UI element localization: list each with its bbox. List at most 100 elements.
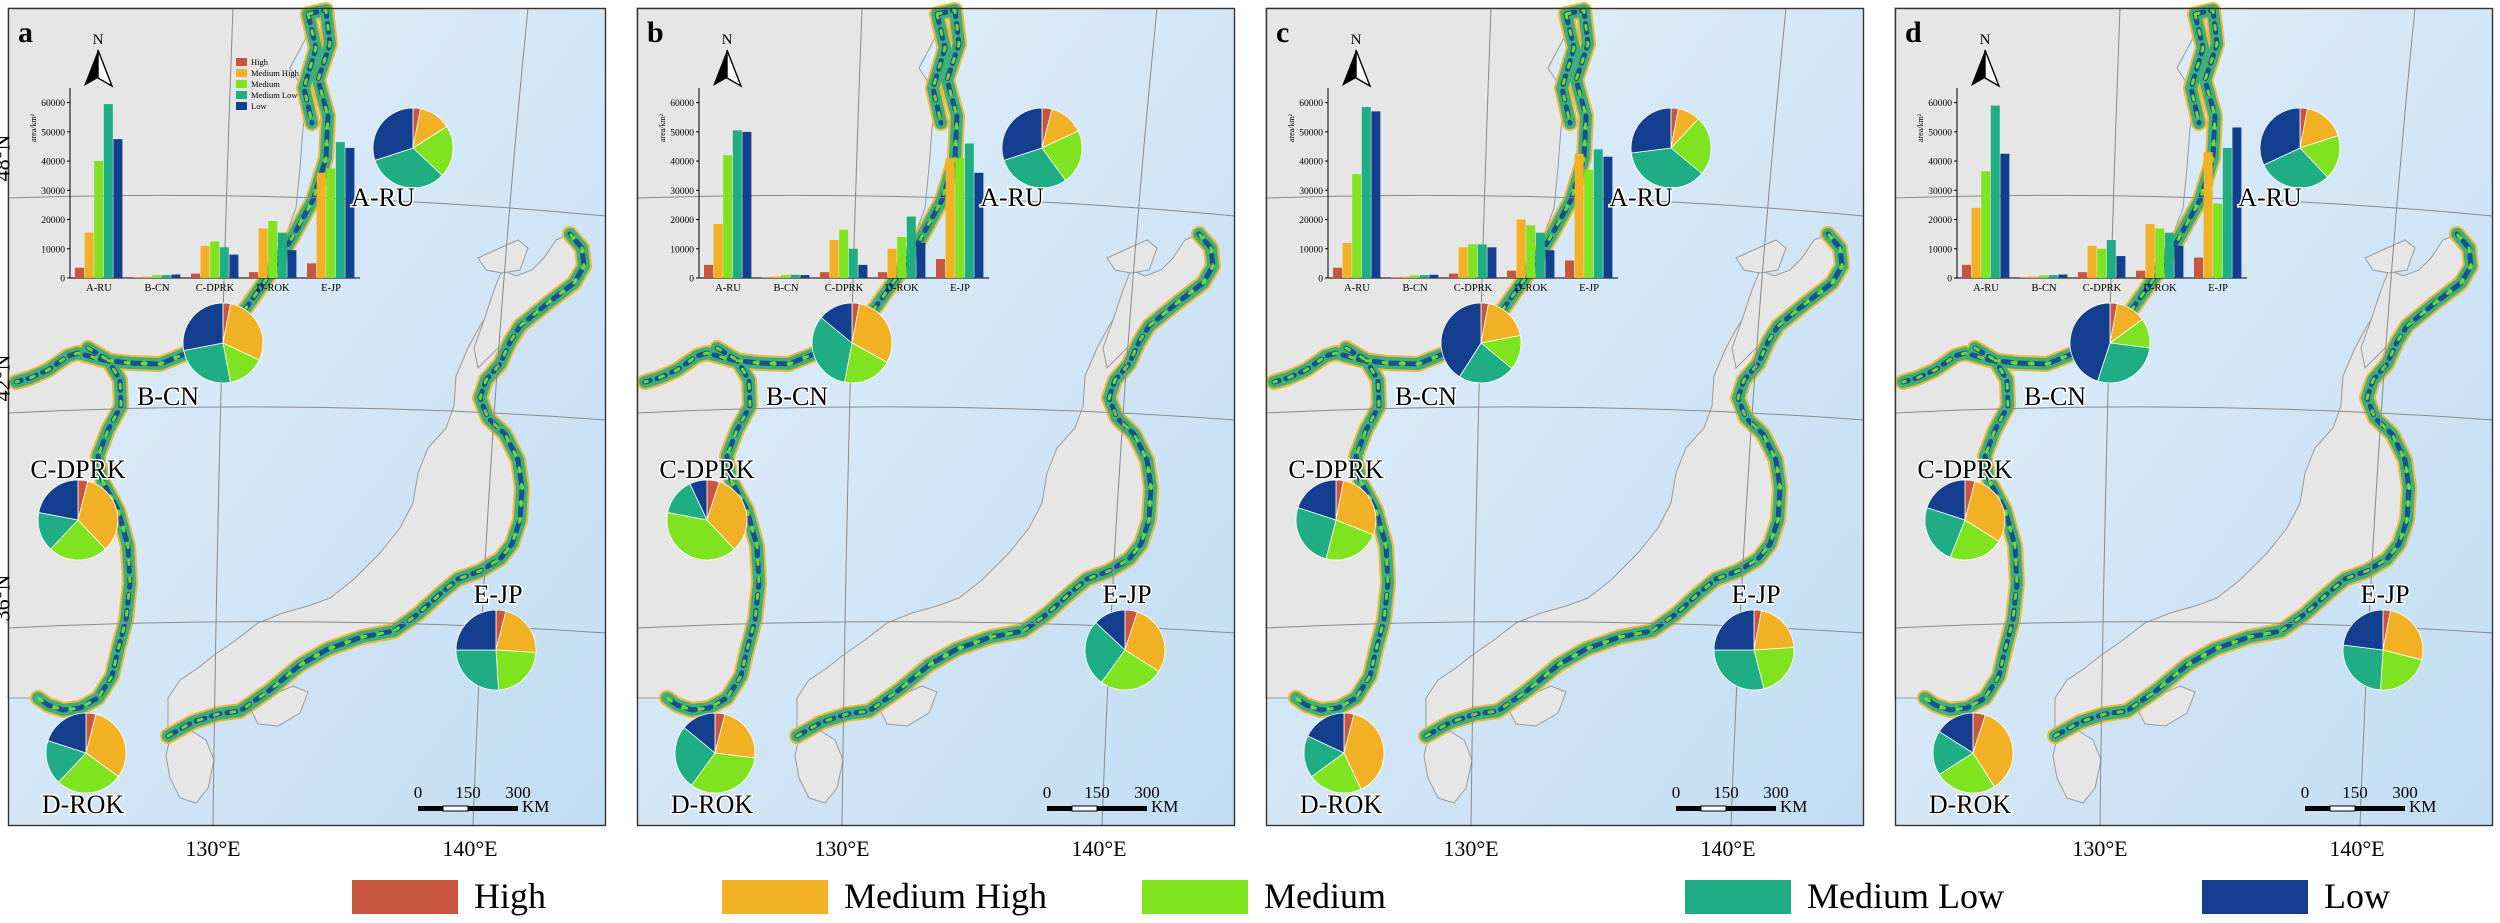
land-masses — [636, 7, 1216, 804]
north-arrow-icon: N — [1971, 32, 2001, 88]
pie-slice-medium — [412, 126, 454, 176]
scale-segment — [2355, 806, 2405, 811]
y-tick-label: 40000 — [41, 158, 65, 168]
bar-high — [191, 273, 200, 278]
bar-high — [1565, 260, 1574, 278]
y-tick-label: 50000 — [1299, 128, 1323, 138]
bar-medium-low — [1419, 275, 1429, 278]
land-mass — [2052, 729, 2102, 804]
bar-high — [2078, 272, 2087, 278]
pie-slice-low — [2342, 609, 2384, 651]
y-tick-label: 60000 — [1928, 99, 1952, 109]
pie-chart-a-ru — [1630, 107, 1712, 189]
inset-legend-label: High — [251, 57, 269, 67]
bar-low — [345, 147, 355, 278]
bar-low — [742, 131, 752, 278]
y-tick-label: 60000 — [670, 99, 694, 109]
legend-swatch-high — [352, 880, 458, 914]
pie-slice-medium-low — [1630, 147, 1703, 189]
longitude-line — [212, 7, 234, 827]
pie-slice-medium-low — [2097, 342, 2151, 384]
inset-legend-swatch-high — [236, 58, 247, 66]
scale-tick-label: 150 — [455, 783, 481, 802]
y-axis-label: area/km² — [658, 113, 667, 142]
north-label: N — [722, 32, 733, 48]
scale-unit: KM — [1151, 797, 1178, 816]
pie-slice-low — [1440, 302, 1482, 378]
bar-medium-high — [2087, 245, 2097, 278]
bar-high — [878, 272, 887, 278]
bar-medium-low — [906, 216, 916, 278]
y-tick-label: 30000 — [41, 187, 65, 197]
bar-medium-high — [2203, 152, 2213, 278]
pie-slice-low — [1713, 609, 1755, 651]
y-tick-label: 0 — [1947, 275, 1952, 285]
y-tick-label: 20000 — [1928, 216, 1952, 226]
bar-medium — [94, 161, 104, 278]
pie-slice-medium — [690, 752, 756, 794]
legend-label-low: Low — [2324, 876, 2390, 916]
map-panel-c: c 130°E 140°E N 0 10000 20000 30000 40000 50000 60… — [1265, 2, 1865, 861]
pie-slice-medium-high — [222, 303, 264, 361]
y-axis-label: area/km² — [1287, 113, 1296, 142]
bar-medium-high — [829, 240, 839, 278]
region-label: E-JP — [1102, 580, 1151, 609]
y-tick-label: 30000 — [670, 187, 694, 197]
pie-chart-e-jp — [2342, 609, 2424, 691]
bar-medium-high — [1400, 276, 1410, 278]
region-label: B-CN — [137, 382, 199, 411]
bar-medium-high — [200, 245, 210, 278]
bar-medium-high — [2145, 223, 2155, 278]
scale-tick-label: 150 — [2342, 783, 2368, 802]
inset-legend-swatch-medium — [236, 80, 247, 88]
pie-slice-low — [1938, 712, 1974, 754]
scale-tick-label: 0 — [1672, 783, 1681, 802]
scale-tick-label: 0 — [2301, 783, 2310, 802]
bar-high — [249, 272, 258, 278]
bar-low — [1545, 250, 1555, 278]
scale-unit: KM — [2409, 797, 2436, 816]
pie-chart-c-dprk — [666, 479, 748, 561]
bar-medium-low — [1361, 107, 1371, 278]
pie-slice-medium — [58, 752, 119, 794]
region-label: A-RU — [351, 183, 415, 212]
bar-low — [2058, 274, 2068, 278]
bar-medium-low — [2164, 232, 2174, 278]
longitude-label: 130°E — [1443, 836, 1498, 861]
pie-chart-a-ru — [372, 107, 454, 189]
bar-medium-low — [103, 104, 113, 278]
x-tick-label: A-RU — [715, 283, 741, 294]
legend-label-medium-high: Medium High — [844, 876, 1047, 916]
bar-medium — [1352, 174, 1362, 278]
pie-slice-medium-high — [2299, 108, 2339, 149]
pie-chart-e-jp — [455, 609, 537, 691]
pie-slice-low — [689, 479, 708, 521]
pie-slice-low — [1926, 479, 1966, 521]
pie-slice-medium — [844, 342, 888, 384]
y-tick-label: 50000 — [1928, 128, 1952, 138]
bar-low — [800, 275, 810, 278]
x-tick-label: E-JP — [321, 283, 341, 294]
inset-legend-label: Medium — [251, 79, 280, 89]
bar-medium — [781, 275, 791, 278]
legend-label-medium: Medium — [1264, 876, 1386, 916]
bar-low — [916, 242, 926, 278]
y-tick-label: 0 — [60, 275, 65, 285]
bar-medium-high — [2029, 276, 2039, 278]
region-label: A-RU — [1609, 183, 1673, 212]
bar-high — [2194, 257, 2203, 278]
pie-slice-medium — [1311, 752, 1362, 794]
pie-slice-low — [1095, 609, 1126, 651]
region-label: C-DPRK — [30, 455, 126, 484]
pie-chart-b-cn — [811, 302, 893, 384]
north-arrow-icon: N — [1342, 32, 1372, 88]
y-tick-label: 10000 — [1299, 245, 1323, 255]
pie-slice-medium-low — [1459, 342, 1513, 384]
y-tick-label: 50000 — [670, 128, 694, 138]
bar-high — [936, 259, 945, 278]
bar-medium — [839, 229, 849, 278]
longitude-line — [1470, 7, 1492, 827]
pie-slice-low — [1001, 107, 1043, 161]
